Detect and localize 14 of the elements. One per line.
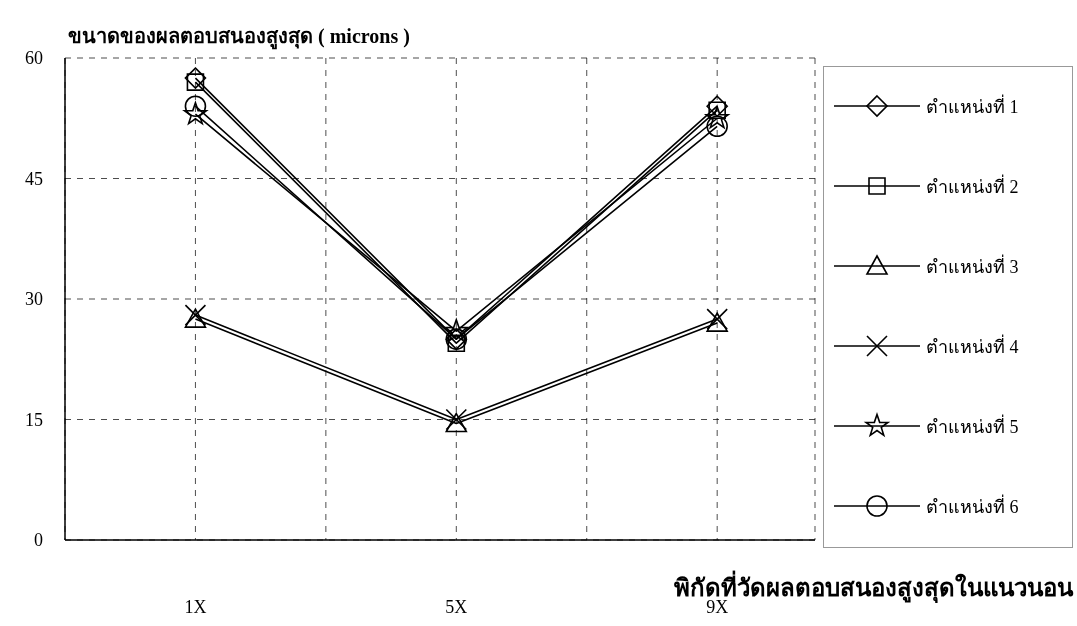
y-tick-label: 15 [25, 409, 43, 430]
y-tick-label: 45 [25, 168, 43, 189]
y-tick-label: 0 [34, 530, 43, 551]
x-tick-label: 5X [445, 596, 468, 617]
chart-title: ขนาดของผลตอบสนองสูงสุด ( microns ) [68, 24, 410, 52]
y-tick-label: 30 [25, 289, 43, 310]
legend-label: ตำแหน่งที่ 6 [926, 493, 1019, 519]
y-tick-label: 60 [25, 48, 43, 69]
legend-label: ตำแหน่งที่ 3 [926, 253, 1019, 279]
legend-label: ตำแหน่งที่ 4 [926, 333, 1019, 359]
x-tick-label: 1X [184, 596, 207, 617]
legend-label: ตำแหน่งที่ 1 [926, 93, 1019, 119]
legend-label: ตำแหน่งที่ 2 [926, 173, 1019, 199]
legend-label: ตำแหน่งที่ 5 [926, 413, 1019, 439]
